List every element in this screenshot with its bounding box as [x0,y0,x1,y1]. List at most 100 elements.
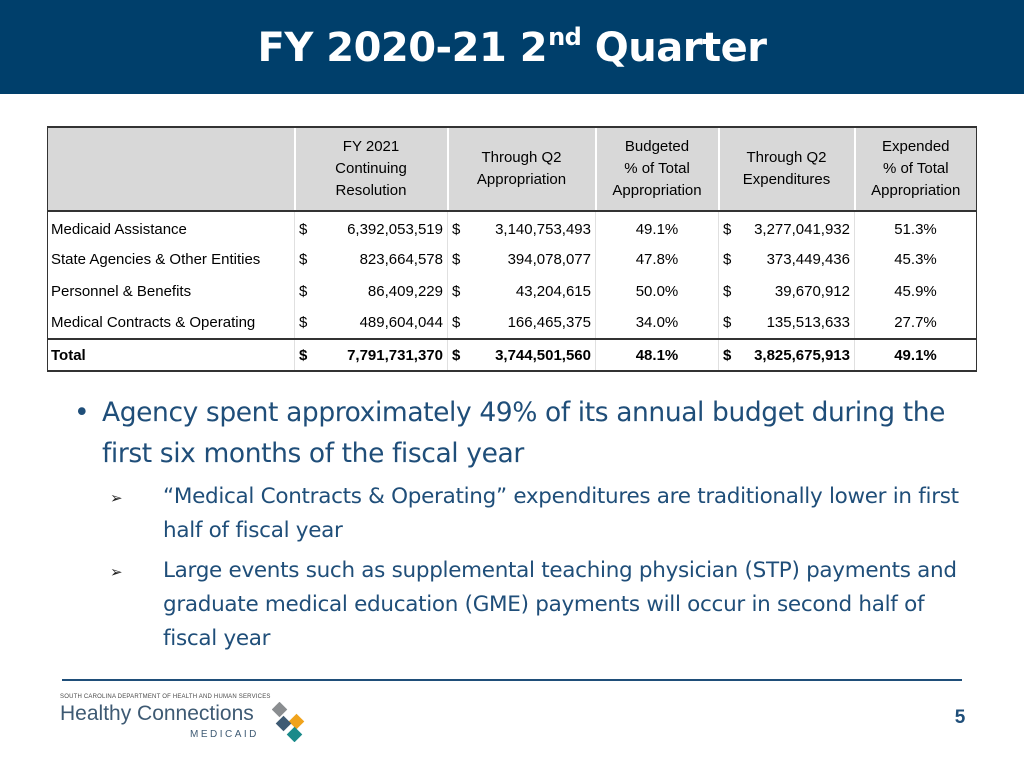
logo-x-mark-icon [272,702,305,742]
continuing-resolution-cell: $86,409,229 [294,275,448,307]
expended-pct-cell: 45.3% [854,243,977,275]
appropriation-cell: $43,204,615 [447,275,596,307]
continuing-resolution-cell: $7,791,731,370 [294,338,448,372]
header-line: Through Q2 [481,149,562,166]
expenditures-cell: $39,670,912 [718,275,855,307]
expenditures-cell: $3,825,675,913 [718,338,855,372]
expenditures-cell: $135,513,633 [718,307,855,339]
table-row: Medicaid Assistance $6,392,053,519 $3,14… [47,211,977,243]
amount: 3,277,041,932 [754,220,850,238]
dollar-sign: $ [299,314,308,331]
budget-table: FY 2021 Continuing Resolution Through Q2… [47,126,977,372]
row-label: Medical Contracts & Operating [47,307,295,339]
header-line: Resolution [335,182,407,199]
continuing-resolution-cell: $823,664,578 [294,243,448,275]
appropriation-cell: $394,078,077 [447,243,596,275]
amount: 3,140,753,493 [495,220,591,238]
title-superscript: nd [548,23,582,51]
amount: 373,449,436 [766,250,850,268]
logo-department-text: SOUTH CAROLINA DEPARTMENT OF HEALTH AND … [60,694,271,700]
logo-subtitle: MEDICAID [190,729,259,740]
healthy-connections-logo: SOUTH CAROLINA DEPARTMENT OF HEALTH AND … [60,694,320,744]
dollar-sign: $ [723,314,732,331]
title-main: FY 2020-21 2 [257,25,548,71]
header-line: % of Total [624,160,690,177]
header-budgeted-pct: Budgeted % of Total Appropriation [594,126,719,212]
dollar-sign: $ [452,282,461,300]
table-row: State Agencies & Other Entities $823,664… [47,243,977,275]
expended-pct-cell: 45.9% [854,275,977,307]
expended-pct-cell: 51.3% [854,211,977,243]
expenditures-cell: $373,449,436 [718,243,855,275]
budget-table-container: FY 2021 Continuing Resolution Through Q2… [47,126,977,372]
header-line: FY 2021 [342,138,400,155]
title-end: Quarter [594,25,767,71]
amount: 3,744,501,560 [495,346,591,364]
budgeted-pct-cell: 49.1% [595,211,719,243]
budgeted-pct-cell: 48.1% [595,338,719,372]
header-through-q2-appropriation: Through Q2 Appropriation [446,126,596,212]
amount: 7,791,731,370 [347,346,443,364]
expenditures-cell: $3,277,041,932 [718,211,855,243]
arrow-bullet-icon: ➢ [110,489,123,507]
dollar-sign: $ [723,220,732,238]
footer-divider [62,679,962,681]
dollar-sign: $ [299,220,308,238]
sub-bullet-text: Large events such as supplemental teachi… [163,558,957,651]
main-bullet: • Agency spent approximately 49% of its … [72,392,972,474]
header-through-q2-expenditures: Through Q2 Expenditures [717,126,855,212]
amount: 823,664,578 [359,250,443,268]
amount: 135,513,633 [766,314,850,331]
budgeted-pct-cell: 34.0% [595,307,719,339]
appropriation-cell: $3,140,753,493 [447,211,596,243]
amount: 86,409,229 [367,282,443,300]
dollar-sign: $ [299,346,308,364]
dollar-sign: $ [452,250,461,268]
header-line: Appropriation [612,182,702,199]
dollar-sign: $ [723,282,732,300]
table-row: Personnel & Benefits $86,409,229 $43,204… [47,275,977,307]
header-label-cell [47,126,295,212]
header-line: Appropriation [871,182,961,199]
table-row: Medical Contracts & Operating $489,604,0… [47,307,977,339]
sub-bullet: ➢ Large events such as supplemental teac… [72,554,972,656]
arrow-bullet-icon: ➢ [110,563,123,581]
main-bullet-text: Agency spent approximately 49% of its an… [102,397,946,469]
expended-pct-cell: 27.7% [854,307,977,339]
amount: 3,825,675,913 [754,346,850,364]
appropriation-cell: $3,744,501,560 [447,338,596,372]
header-continuing-resolution: FY 2021 Continuing Resolution [293,126,448,212]
table-total-row: Total $7,791,731,370 $3,744,501,560 48.1… [47,338,977,372]
bullet-dot-icon: • [74,397,90,428]
sub-bullet: ➢ “Medical Contracts & Operating” expend… [72,480,972,548]
dollar-sign: $ [452,314,461,331]
table-header-row: FY 2021 Continuing Resolution Through Q2… [47,126,977,212]
header-expended-pct: Expended % of Total Appropriation [853,126,977,212]
row-label: Personnel & Benefits [47,275,295,307]
dollar-sign: $ [299,282,308,300]
header-line: % of Total [882,160,949,177]
dollar-sign: $ [299,250,308,268]
sub-bullet-text: “Medical Contracts & Operating” expendit… [163,484,959,543]
amount: 394,078,077 [507,250,591,268]
budgeted-pct-cell: 47.8% [595,243,719,275]
logo-name: Healthy Connections [60,702,254,725]
dollar-sign: $ [452,346,461,364]
bullet-list: • Agency spent approximately 49% of its … [72,392,972,656]
header-line: Appropriation [476,171,567,188]
header-line: Expenditures [742,171,831,188]
total-label: Total [47,338,295,372]
continuing-resolution-cell: $6,392,053,519 [294,211,448,243]
budgeted-pct-cell: 50.0% [595,275,719,307]
amount: 6,392,053,519 [347,220,443,238]
header-line: Continuing [335,160,407,177]
amount: 489,604,044 [359,314,443,331]
page-title: FY 2020-21 2nd Quarter [258,23,767,71]
dollar-sign: $ [452,220,461,238]
dollar-sign: $ [723,346,732,364]
title-bar: FY 2020-21 2nd Quarter [0,0,1024,94]
header-line: Budgeted [624,138,690,155]
row-label: State Agencies & Other Entities [47,243,295,275]
continuing-resolution-cell: $489,604,044 [294,307,448,339]
amount: 43,204,615 [515,282,591,300]
